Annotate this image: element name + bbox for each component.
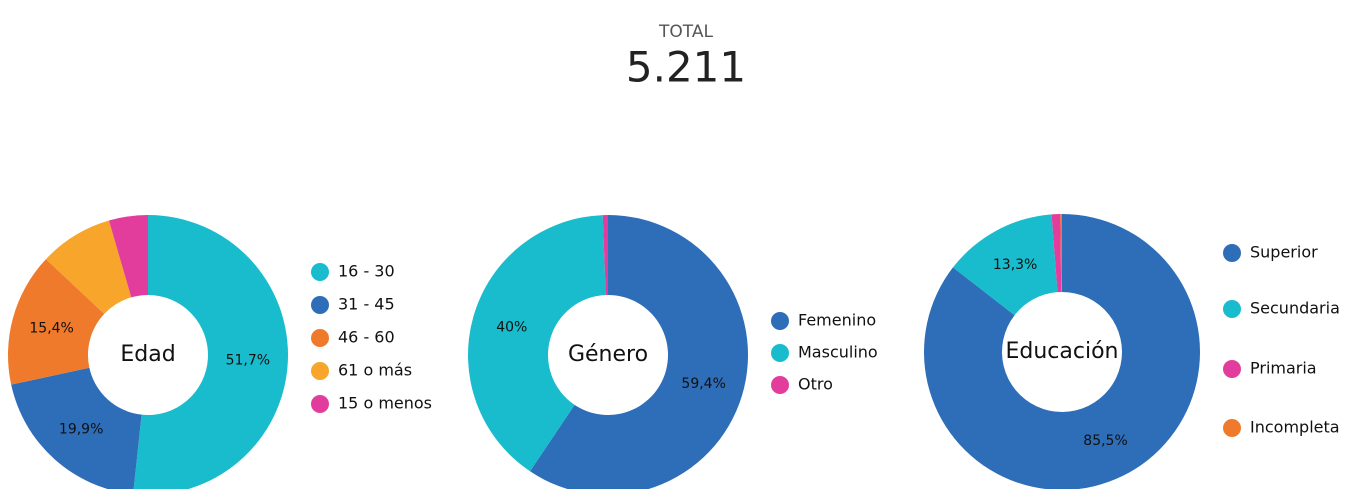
legend-label: Primaria [1250, 359, 1317, 378]
donut-slice [530, 215, 748, 489]
legend-label: Otro [798, 375, 833, 394]
slice-label: 51,7% [226, 352, 270, 368]
donut-title: Educación [1006, 339, 1119, 364]
legend-swatch [771, 312, 789, 330]
legend-label: Secundaria [1250, 299, 1340, 318]
legend-swatch [771, 376, 789, 394]
donut-slice [602, 215, 608, 296]
legend-label: Superior [1250, 243, 1318, 262]
slice-label: 59,4% [681, 376, 725, 392]
donut-slice [108, 215, 148, 298]
total-label: TOTAL [658, 22, 713, 42]
slice-label: 85,5% [1083, 433, 1127, 449]
donut-title: Edad [120, 342, 175, 367]
legend-swatch [311, 362, 329, 380]
legend-swatch [311, 296, 329, 314]
legend-label: 31 - 45 [338, 295, 395, 314]
donut-slice [45, 220, 132, 314]
slice-label: 13,3% [993, 257, 1037, 273]
legend-label: 61 o más [338, 361, 412, 380]
slice-label: 15,4% [29, 320, 73, 336]
legend-swatch [1223, 419, 1241, 437]
legend-label: Incompleta [1250, 418, 1340, 437]
legend-swatch [311, 263, 329, 281]
donut-slice [7, 259, 105, 385]
legend-swatch [311, 329, 329, 347]
donut-slice [467, 215, 606, 472]
total-value: 5.211 [626, 43, 746, 92]
legend-swatch [1223, 300, 1241, 318]
legend-label: 15 o menos [338, 394, 432, 413]
donut-slice [924, 214, 1200, 489]
slice-label: 40% [496, 320, 527, 336]
donut-slice [133, 215, 288, 489]
legend-swatch [1223, 360, 1241, 378]
slice-label: 19,9% [59, 421, 103, 437]
donut-slice [952, 214, 1058, 316]
legend-label: Masculino [798, 343, 878, 362]
legend-swatch [771, 344, 789, 362]
legend-label: Femenino [798, 311, 876, 330]
legend-label: 46 - 60 [338, 328, 395, 347]
donut-slice [1060, 214, 1062, 293]
donut-slice [1051, 214, 1062, 293]
donut-slice [11, 367, 142, 489]
legend-swatch [1223, 244, 1241, 262]
legend-label: 16 - 30 [338, 262, 395, 281]
legend-swatch [311, 395, 329, 413]
donut-title: Género [568, 342, 648, 367]
